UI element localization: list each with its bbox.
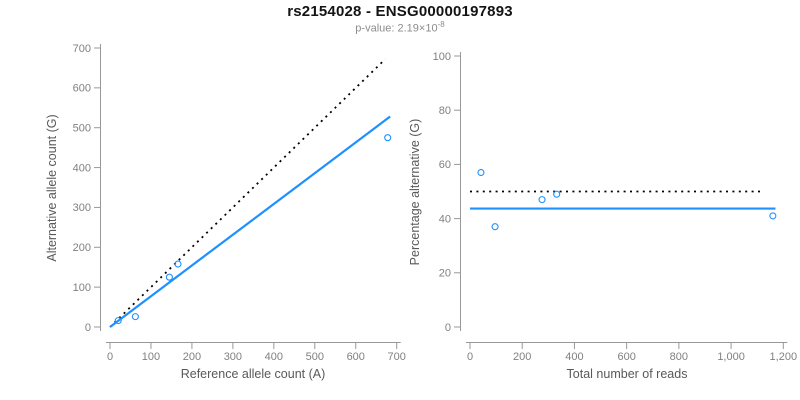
x-tick-label: 400 bbox=[565, 351, 583, 363]
x-tick-label: 1,200 bbox=[770, 351, 798, 363]
x-tick-label: 1,000 bbox=[717, 351, 745, 363]
data-point bbox=[384, 134, 392, 142]
data-point bbox=[477, 168, 485, 177]
identity-line bbox=[109, 58, 386, 328]
x-tick-label: 600 bbox=[347, 351, 365, 363]
data-point bbox=[174, 260, 182, 268]
x-tick-label: 0 bbox=[467, 351, 473, 363]
x-tick-label: 0 bbox=[107, 351, 113, 363]
y-tick-label: 300 bbox=[73, 202, 91, 214]
x-tick-label: 700 bbox=[388, 351, 406, 363]
x-tick-label: 300 bbox=[224, 351, 242, 363]
y-tick-label: 20 bbox=[439, 268, 451, 280]
figure-title: rs2154028 - ENSG00000197893 bbox=[287, 3, 513, 20]
y-tick-label: 200 bbox=[73, 242, 91, 254]
y-tick-label: 40 bbox=[439, 213, 451, 225]
x-tick-label: 200 bbox=[513, 351, 531, 363]
data-point bbox=[491, 223, 499, 231]
y-tick-label: 0 bbox=[445, 322, 451, 334]
x-tick-label: 500 bbox=[306, 351, 324, 363]
figure-subtitle: p-value: 2.19×10-8 bbox=[0, 20, 800, 35]
y-tick-label: 100 bbox=[73, 282, 91, 294]
data-point bbox=[131, 313, 139, 321]
x-axis-title: Reference allele count (A) bbox=[181, 367, 326, 381]
x-tick-label: 100 bbox=[142, 351, 160, 363]
pvalue-exponent: -8 bbox=[437, 20, 445, 29]
x-tick-label: 400 bbox=[265, 351, 283, 363]
y-tick-label: 0 bbox=[85, 322, 91, 334]
x-tick-label: 800 bbox=[670, 351, 688, 363]
y-tick-label: 80 bbox=[439, 105, 451, 117]
data-point bbox=[165, 273, 173, 281]
y-tick-label: 700 bbox=[73, 43, 91, 55]
x-axis-title: Total number of reads bbox=[567, 367, 688, 381]
x-tick-label: 200 bbox=[183, 351, 201, 363]
y-axis-title: Percentage alternative (G) bbox=[408, 119, 422, 266]
data-point bbox=[114, 317, 122, 325]
y-tick-label: 400 bbox=[73, 162, 91, 174]
data-point bbox=[769, 212, 777, 220]
pvalue-label: p-value: 2.19×10 bbox=[355, 22, 438, 35]
y-tick-label: 600 bbox=[73, 83, 91, 95]
x-tick-label: 600 bbox=[617, 351, 635, 363]
data-point bbox=[538, 196, 546, 204]
fit-line bbox=[109, 115, 391, 328]
y-axis-title: Alternative allele count (G) bbox=[45, 114, 59, 261]
y-tick-label: 60 bbox=[439, 159, 451, 171]
data-point bbox=[553, 190, 561, 198]
y-tick-label: 100 bbox=[433, 51, 451, 63]
y-tick-label: 500 bbox=[73, 123, 91, 135]
